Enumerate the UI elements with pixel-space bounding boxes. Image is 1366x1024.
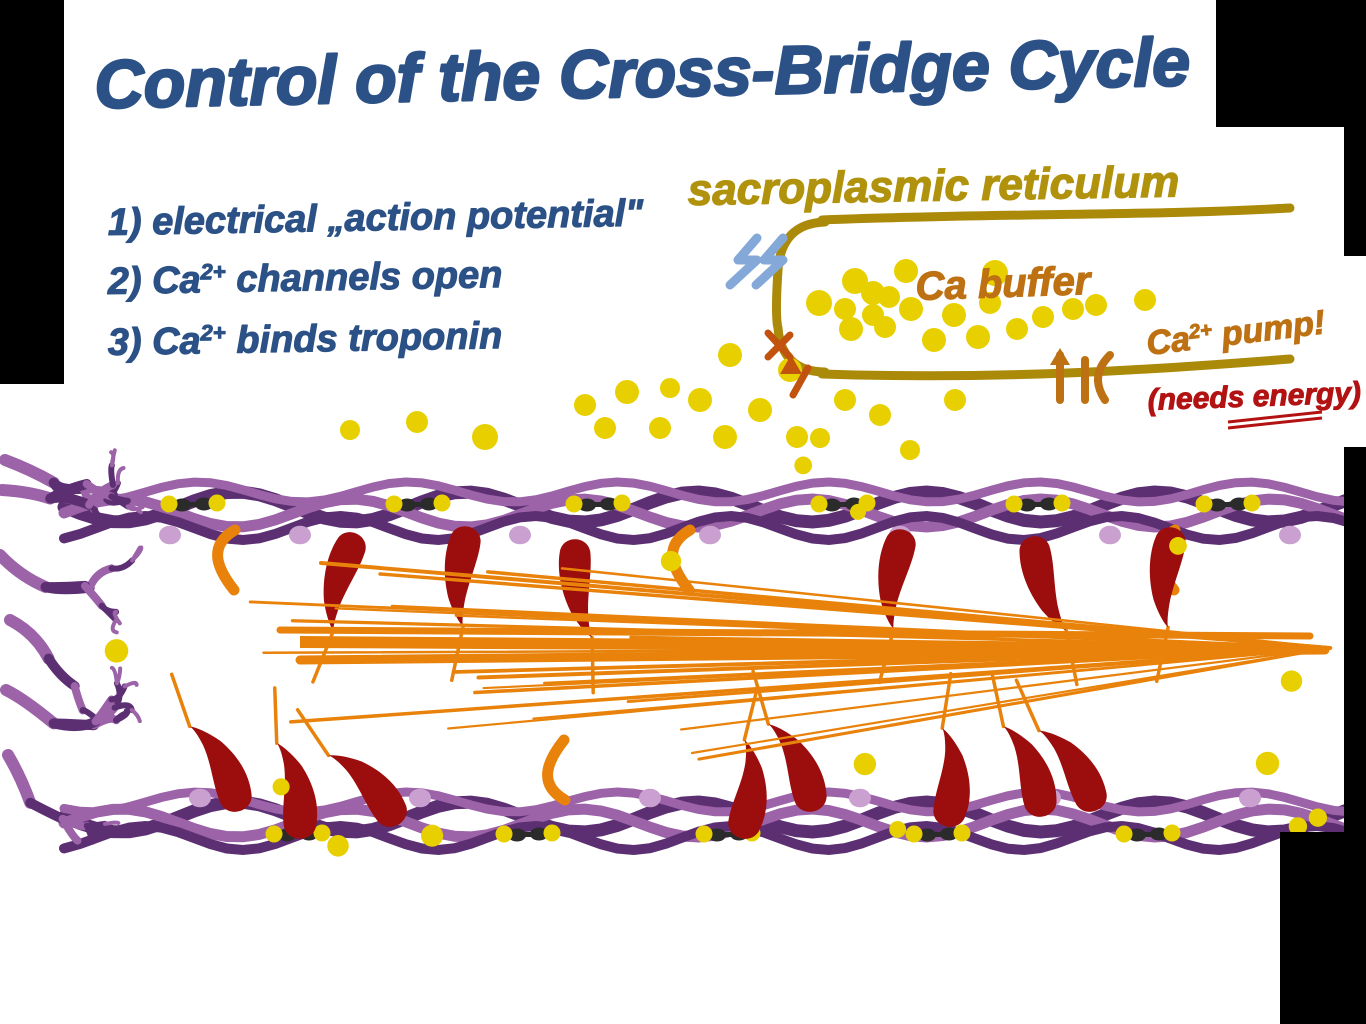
- svg-text:Ca2+ pump!: Ca2+ pump!: [1144, 303, 1327, 363]
- svg-text:2) Ca2+ channels open: 2) Ca2+ channels open: [106, 254, 502, 303]
- svg-text:3) Ca2+ binds troponin: 3) Ca2+ binds troponin: [107, 315, 502, 364]
- svg-text:(needs energy): (needs energy): [1147, 377, 1361, 417]
- svg-text:1) electrical „action potentia: 1) electrical „action potential": [107, 193, 644, 244]
- svg-text:Control of the Cross-Bridge Cy: Control of the Cross-Bridge Cycle: [94, 24, 1191, 123]
- svg-text:sacroplasmic reticulum: sacroplasmic reticulum: [687, 157, 1179, 215]
- svg-text:Ca buffer: Ca buffer: [915, 259, 1094, 309]
